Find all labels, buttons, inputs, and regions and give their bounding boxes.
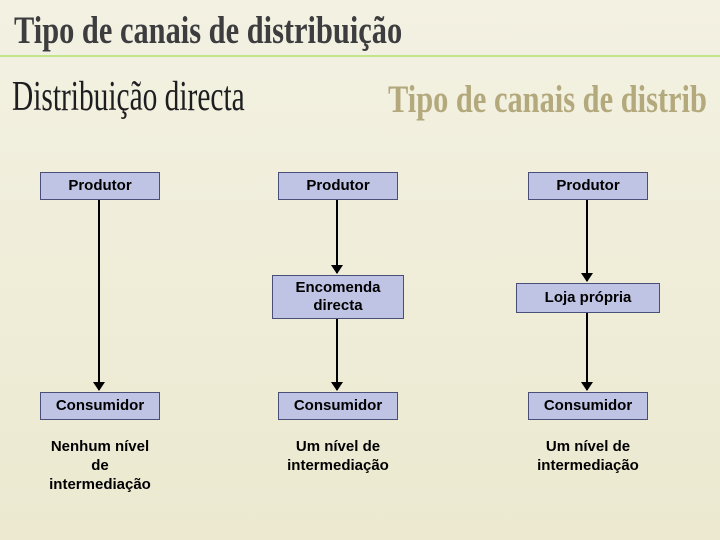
col3-box-consumidor: Consumidor: [528, 392, 648, 420]
col2-box-consumidor: Consumidor: [278, 392, 398, 420]
col3-box-loja: Loja própria: [516, 283, 660, 313]
col3-arrow-2: [586, 313, 588, 390]
col3-caption: Um nível deintermediação: [518, 438, 658, 476]
col2-box-encomenda: Encomendadirecta: [272, 275, 404, 319]
col2-box-produtor: Produtor: [278, 172, 398, 200]
col1-caption: Nenhum níveldeintermediação: [30, 438, 170, 494]
ghost-title: Tipo de canais de distrib: [388, 77, 707, 122]
slide-title: Tipo de canais de distribuição: [14, 8, 402, 53]
col1-arrow-1: [98, 200, 100, 390]
slide: Tipo de canais de distribuição Distribui…: [0, 0, 720, 540]
title-rule: [0, 55, 720, 57]
col1-box-produtor: Produtor: [40, 172, 160, 200]
slide-subtitle: Distribuição directa: [12, 73, 245, 121]
col3-box-produtor: Produtor: [528, 172, 648, 200]
col1-box-consumidor: Consumidor: [40, 392, 160, 420]
col2-arrow-2: [336, 319, 338, 390]
col3-arrow-1: [586, 200, 588, 281]
col2-arrow-1: [336, 200, 338, 273]
col2-caption: Um nível deintermediação: [268, 438, 408, 476]
